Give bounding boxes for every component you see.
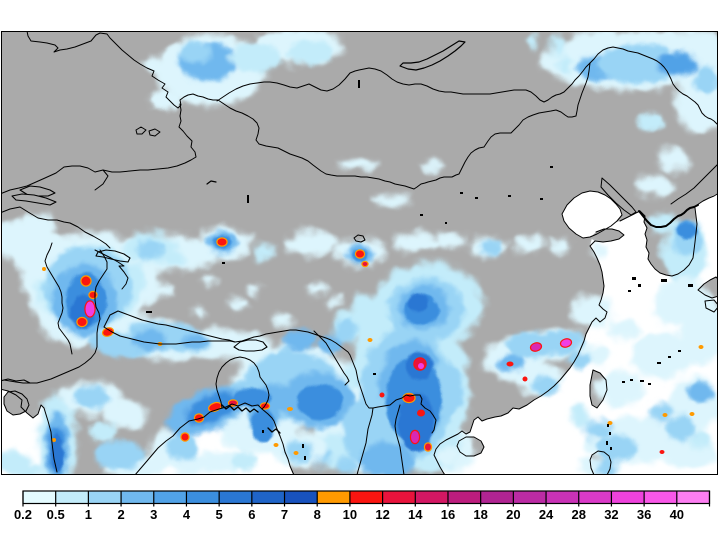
svg-text:20: 20 [506,507,520,522]
svg-text:16: 16 [441,507,455,522]
svg-text:36: 36 [637,507,651,522]
svg-text:12: 12 [375,507,389,522]
svg-text:6: 6 [248,507,255,522]
svg-text:0.5: 0.5 [47,507,65,522]
svg-text:7: 7 [281,507,288,522]
svg-text:8: 8 [314,507,321,522]
svg-text:32: 32 [604,507,618,522]
svg-text:10: 10 [343,507,357,522]
svg-text:18: 18 [473,507,487,522]
svg-text:14: 14 [408,507,423,522]
svg-text:5: 5 [216,507,223,522]
svg-text:0.2: 0.2 [14,507,32,522]
svg-text:24: 24 [539,507,554,522]
svg-text:28: 28 [572,507,586,522]
svg-text:3: 3 [150,507,157,522]
svg-text:4: 4 [183,507,191,522]
svg-text:40: 40 [670,507,684,522]
svg-text:2: 2 [117,507,124,522]
svg-text:1: 1 [85,507,92,522]
